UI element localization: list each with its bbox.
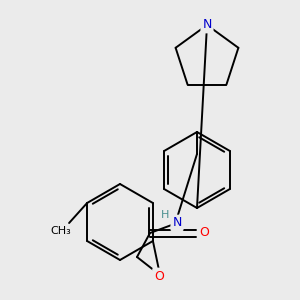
Text: N: N bbox=[172, 217, 182, 230]
Text: O: O bbox=[199, 226, 209, 239]
Text: O: O bbox=[154, 269, 164, 283]
Text: CH₃: CH₃ bbox=[51, 226, 71, 236]
Text: H: H bbox=[161, 210, 169, 220]
Text: N: N bbox=[202, 19, 212, 32]
